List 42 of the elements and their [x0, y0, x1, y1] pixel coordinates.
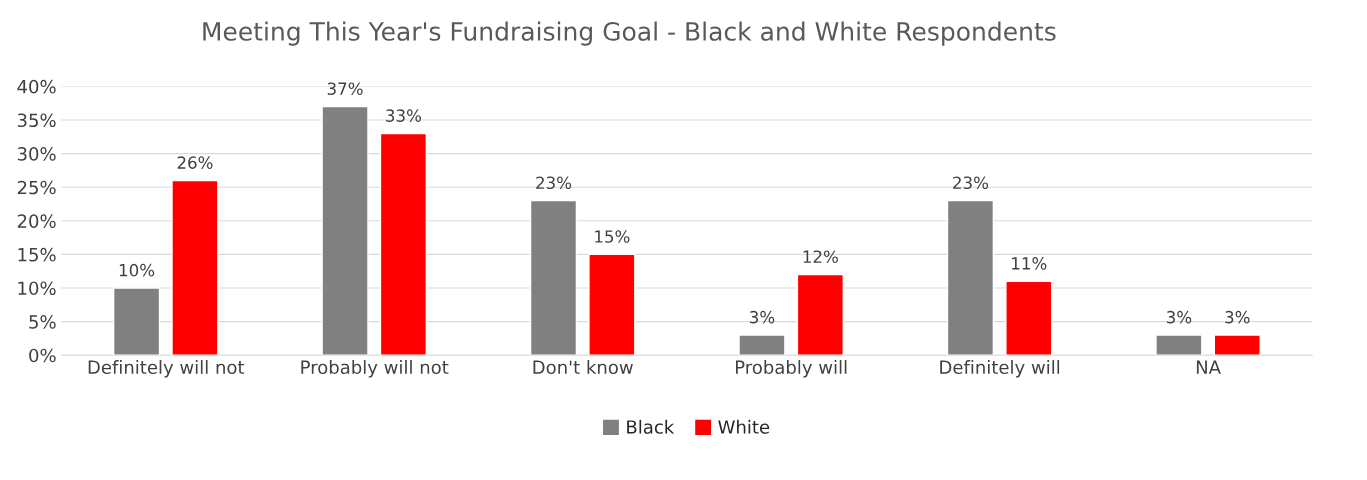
- bar: [1213, 334, 1261, 356]
- data-label: 26%: [177, 156, 213, 169]
- y-tick-label: 25%: [17, 180, 56, 195]
- x-tick-label: Definitely will not: [88, 360, 245, 378]
- y-tick-label: 30%: [17, 147, 56, 161]
- bar: [112, 287, 161, 356]
- y-tick-label: 15%: [18, 247, 56, 262]
- data-label: 23%: [536, 176, 572, 190]
- bar: [796, 273, 844, 356]
- data-label: 3%: [750, 310, 775, 324]
- bar: [946, 199, 995, 356]
- x-tick-label: Don't know: [533, 360, 633, 375]
- data-label: 3%: [1166, 310, 1192, 324]
- bar: [1155, 334, 1203, 356]
- data-label: 37%: [327, 82, 363, 95]
- data-label: 11%: [1012, 257, 1047, 270]
- bar: [379, 132, 428, 356]
- y-tick-label: 35%: [17, 113, 56, 128]
- chart-title: Meeting This Year's Fundraising Goal - Black and White Respondents: [203, 21, 1056, 46]
- data-label: 3%: [1225, 310, 1250, 324]
- x-tick-label: Probably will not: [301, 360, 449, 378]
- data-label: 15%: [595, 230, 630, 243]
- bar: [321, 105, 369, 356]
- bar: [171, 179, 219, 356]
- bar: [529, 199, 578, 356]
- bar: [738, 334, 786, 356]
- data-label: 23%: [953, 176, 989, 190]
- bar: [1005, 280, 1053, 356]
- y-tick-label: 5%: [29, 315, 56, 329]
- legend-label: Black: [627, 419, 675, 434]
- x-tick-label: Definitely will: [940, 360, 1060, 378]
- bar: [588, 253, 636, 356]
- y-tick-label: 40%: [17, 79, 56, 94]
- data-label: 10%: [119, 263, 155, 277]
- data-label: 12%: [803, 250, 838, 263]
- legend-label: White: [718, 419, 770, 434]
- y-tick-label: 0%: [29, 348, 56, 363]
- y-tick-label: 20%: [17, 214, 56, 228]
- y-tick-label: 10%: [18, 281, 56, 296]
- x-tick-label: NA: [1196, 360, 1221, 374]
- data-label: 33%: [386, 109, 421, 122]
- x-tick-label: Probably will: [735, 360, 847, 378]
